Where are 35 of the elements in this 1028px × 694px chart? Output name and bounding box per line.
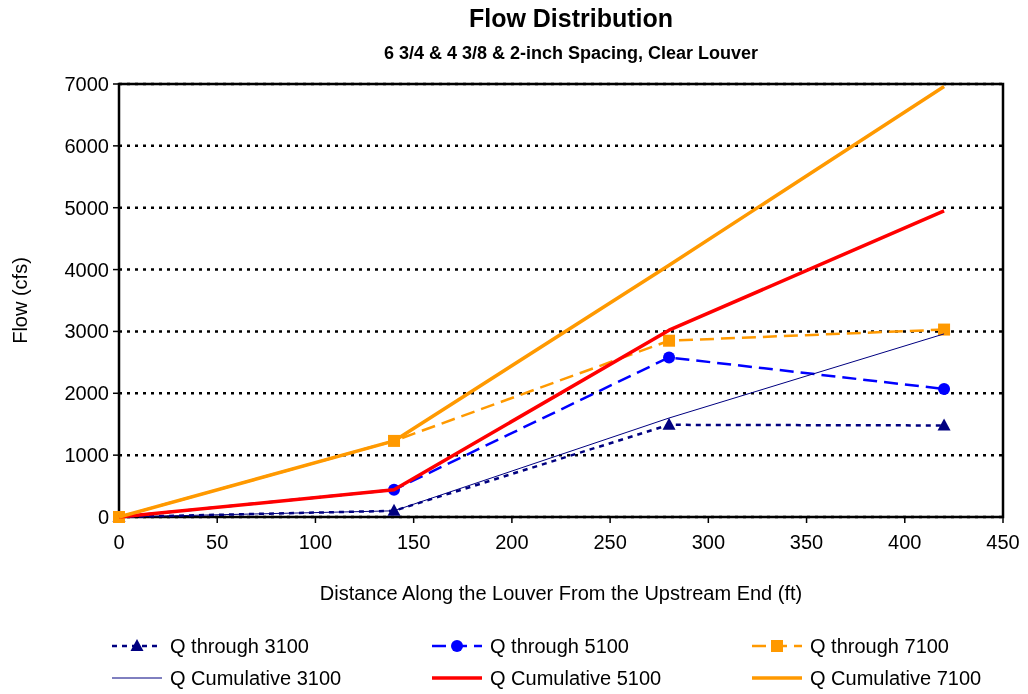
point xyxy=(662,417,676,430)
point xyxy=(663,351,676,364)
y-tick-label: 4000 xyxy=(64,258,109,281)
chart-title: Flow Distribution xyxy=(468,4,674,32)
legend-label: Q through 7100 xyxy=(810,635,949,657)
point xyxy=(937,418,951,431)
point xyxy=(663,334,676,347)
legend-label: Q Cumulative 5100 xyxy=(490,667,662,689)
x-tick-label: 200 xyxy=(495,531,529,553)
y-tick-label: 6000 xyxy=(64,134,109,157)
x-tick-label: 0 xyxy=(113,531,125,553)
point xyxy=(938,382,951,395)
legend-label: Q through 3100 xyxy=(170,635,309,657)
point xyxy=(387,503,401,516)
x-axis-title: Distance Along the Louver From the Upstream End (ft) xyxy=(319,582,803,604)
x-tick-label: 450 xyxy=(986,531,1020,553)
point xyxy=(938,323,951,336)
y-tick-label: 5000 xyxy=(64,196,109,219)
y-tick-label: 7000 xyxy=(64,73,109,95)
x-tick-label: 50 xyxy=(206,531,229,553)
y-tick-label: 1000 xyxy=(64,444,109,467)
chart-subtitle: 6 3/4 & 4 3/8 & 2-inch Spacing, Clear Louver xyxy=(383,43,759,63)
x-tick-label: 350 xyxy=(789,531,824,553)
y-tick-label: 3000 xyxy=(64,320,109,343)
y-axis-title: Flow (cfs) xyxy=(9,257,31,344)
legend-label: Q Cumulative 3100 xyxy=(170,667,342,689)
legend-label: Q Cumulative 7100 xyxy=(810,667,982,689)
x-tick-label: 300 xyxy=(691,531,726,553)
legend-label: Q through 5100 xyxy=(490,635,629,657)
x-tick-label: 250 xyxy=(593,531,627,553)
y-tick-label: 2000 xyxy=(64,382,109,405)
y-tick-label: 0 xyxy=(97,506,109,528)
x-tick-label: 150 xyxy=(396,531,431,553)
x-tick-label: 100 xyxy=(298,531,333,553)
x-tick-label: 400 xyxy=(888,531,922,553)
